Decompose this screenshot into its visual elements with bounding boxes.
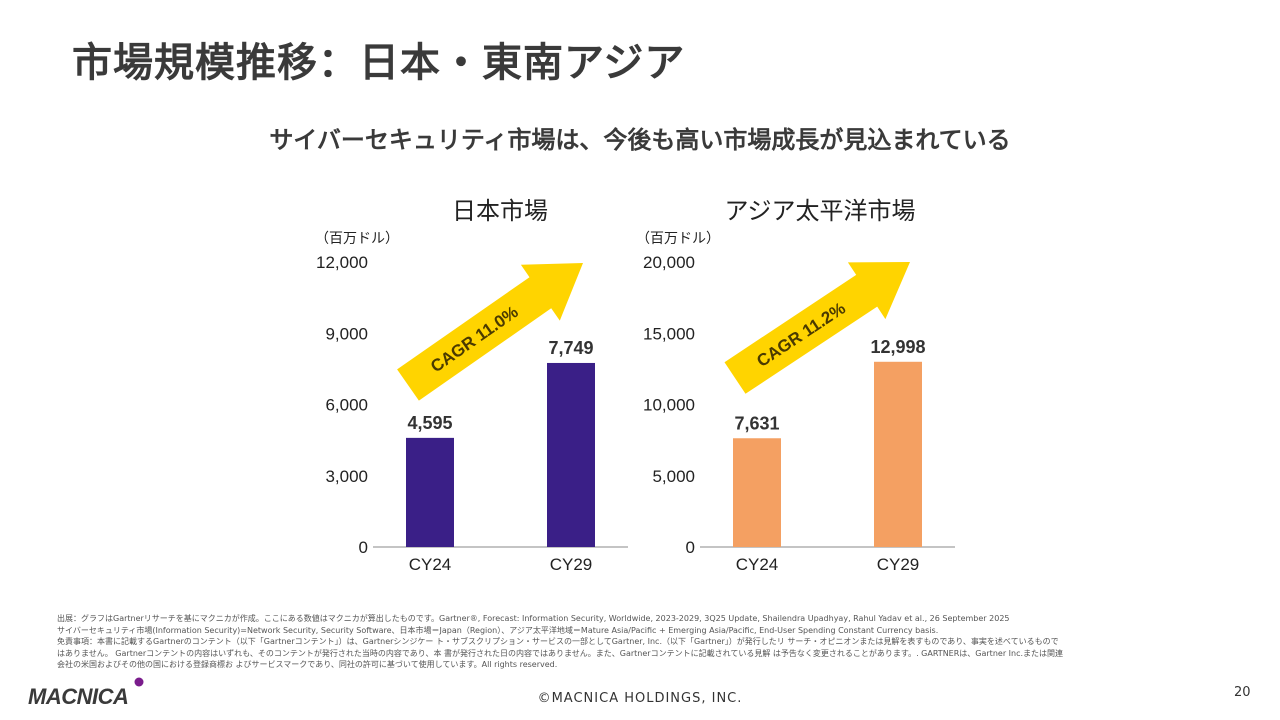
bar [547, 362, 595, 547]
logo-dot-icon [134, 677, 144, 687]
y-tick-label: 5,000 [652, 467, 695, 486]
footnote-line: 会社の米国およびその他の国における登録商標お よびサービスマークであり、同社の許… [57, 660, 558, 669]
bar-value-label: 12,998 [870, 337, 925, 357]
logo-text: MACNICA [28, 684, 128, 709]
y-tick-label: 0 [359, 538, 368, 557]
footnote-line: サイバーセキュリティ市場(Information Security)=Netwo… [57, 625, 939, 635]
y-tick-label: 3,000 [325, 467, 368, 486]
slide-title: 市場規模推移：日本・東南アジア [72, 40, 686, 86]
y-tick-label: 0 [686, 538, 695, 557]
bar [874, 361, 922, 547]
x-category-label: CY24 [409, 555, 452, 574]
bar-value-label: 7,749 [548, 338, 593, 358]
bar-value-label: 7,631 [734, 413, 779, 433]
x-category-label: CY24 [736, 555, 779, 574]
bar [406, 437, 454, 547]
x-category-label: CY29 [550, 555, 593, 574]
bar [733, 438, 781, 547]
cagr-arrow-icon [397, 263, 583, 401]
copyright: ©MACNICA HOLDINGS, INC. [537, 691, 743, 706]
cagr-arrow-icon [724, 262, 910, 394]
y-tick-label: 20,000 [643, 253, 695, 272]
footnote-line: 免責事項：本書に記載するGartnerのコンテント（以下「Gartnerコンテン… [57, 637, 1059, 646]
x-category-label: CY29 [877, 555, 920, 574]
macnica-logo: MACNICA [28, 677, 144, 709]
footnote-line: 出展：グラフはGartnerリサーチを基にマクニカが作成。ここにある数値はマクニ… [57, 614, 1010, 623]
footnote-line: はありません。 Gartnerコンテントの内容はいずれも、そのコンテントが発行さ… [57, 648, 1064, 658]
chart-title-japan: 日本市場 [452, 197, 548, 225]
footnotes: 出展：グラフはGartnerリサーチを基にマクニカが作成。ここにある数値はマクニ… [57, 613, 1227, 671]
y-tick-label: 6,000 [325, 396, 368, 415]
y-unit-label: （百万ドル） [315, 231, 399, 247]
y-tick-label: 10,000 [643, 396, 695, 415]
chart-title-apac: アジア太平洋市場 [724, 197, 916, 225]
y-tick-label: 15,000 [643, 324, 695, 343]
page-number: 20 [1234, 685, 1251, 700]
y-tick-label: 12,000 [316, 253, 368, 272]
y-unit-label: （百万ドル） [636, 231, 720, 247]
bar-value-label: 4,595 [407, 413, 452, 433]
slide-subtitle: サイバーセキュリティ市場は、今後も高い市場成長が見込まれている [269, 126, 1011, 154]
y-tick-label: 9,000 [325, 324, 368, 343]
